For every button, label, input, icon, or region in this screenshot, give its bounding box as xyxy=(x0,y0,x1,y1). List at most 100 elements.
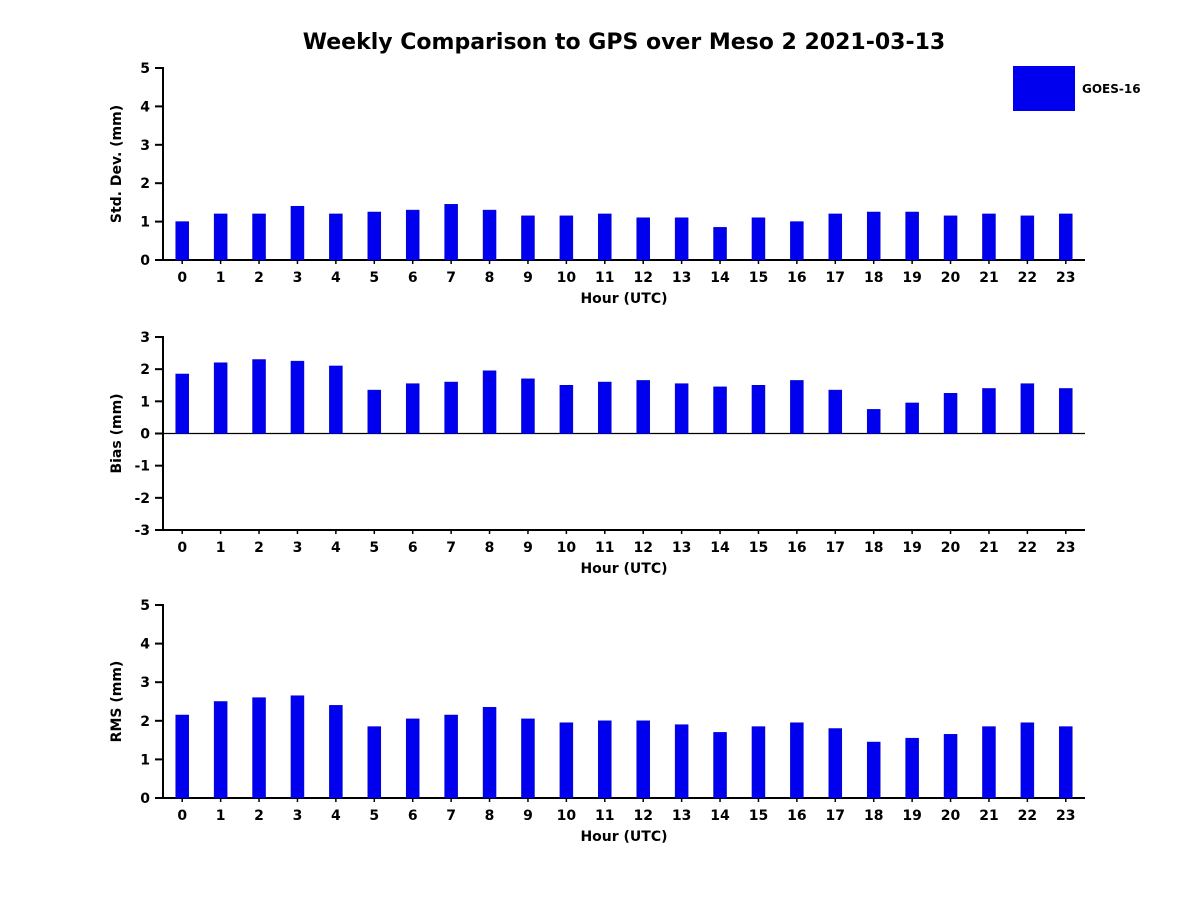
x-tick-label: 0 xyxy=(177,270,187,286)
x-tick-label: 16 xyxy=(787,540,806,556)
bar-hour-3 xyxy=(290,695,305,799)
x-tick-label: 1 xyxy=(216,270,226,286)
x-tick-label: 22 xyxy=(1018,540,1037,556)
bar-hour-2 xyxy=(252,213,266,261)
bar-hour-19 xyxy=(905,211,919,261)
legend-label: GOES-16 xyxy=(1082,81,1141,96)
bar-hour-5 xyxy=(367,389,382,434)
y-axis-label: Bias (mm) xyxy=(109,393,125,473)
x-tick-label: 0 xyxy=(177,808,187,824)
bar-hour-14 xyxy=(713,227,727,261)
bar-hour-21 xyxy=(982,213,996,261)
y-tick-label: 1 xyxy=(140,394,150,410)
bar-hour-23 xyxy=(1059,388,1073,434)
x-tick-label: 1 xyxy=(216,808,226,824)
bar-hour-10 xyxy=(559,215,574,261)
y-tick-label: 0 xyxy=(140,427,150,443)
x-tick-label: 2 xyxy=(254,270,264,286)
bar-hour-6 xyxy=(405,718,420,799)
y-tick-label: -2 xyxy=(134,491,150,507)
x-tick-label: 10 xyxy=(557,270,577,286)
bar-hour-7 xyxy=(444,204,458,261)
x-tick-label: 14 xyxy=(710,808,730,824)
bar-hour-11 xyxy=(598,213,612,261)
x-tick-label: 13 xyxy=(672,270,691,286)
x-tick-label: 19 xyxy=(902,270,921,286)
x-tick-label: 8 xyxy=(485,540,495,556)
bar-hour-7 xyxy=(444,381,458,434)
x-axis-label: Hour (UTC) xyxy=(580,561,667,577)
x-axis-label: Hour (UTC) xyxy=(580,829,667,845)
bar-hour-12 xyxy=(636,217,650,261)
y-tick-label: 5 xyxy=(140,598,150,614)
x-tick-label: 11 xyxy=(595,540,614,556)
x-tick-label: 1 xyxy=(216,540,226,556)
x-tick-label: 4 xyxy=(331,270,341,286)
bar-hour-14 xyxy=(713,386,727,434)
bar-hour-7 xyxy=(444,714,458,799)
x-tick-label: 2 xyxy=(254,540,264,556)
x-tick-label: 23 xyxy=(1056,540,1075,556)
x-tick-label: 14 xyxy=(710,540,730,556)
bar-hour-19 xyxy=(905,402,919,434)
bar-hour-4 xyxy=(329,213,343,261)
bar-hour-20 xyxy=(943,393,958,434)
x-tick-label: 17 xyxy=(826,540,845,556)
bar-hour-18 xyxy=(866,211,881,261)
y-tick-label: 4 xyxy=(140,99,150,115)
bar-hour-0 xyxy=(175,373,189,434)
legend-swatch xyxy=(1013,66,1075,111)
x-tick-label: 10 xyxy=(557,540,577,556)
bar-hour-5 xyxy=(367,211,382,261)
x-tick-label: 11 xyxy=(595,808,614,824)
y-tick-label: 3 xyxy=(140,675,150,691)
x-tick-label: 12 xyxy=(633,540,652,556)
y-tick-label: 1 xyxy=(140,752,150,768)
y-tick-label: 0 xyxy=(140,791,150,807)
bar-hour-16 xyxy=(790,722,804,799)
legend: GOES-16 xyxy=(1013,66,1141,111)
bar-hour-5 xyxy=(367,726,382,799)
x-tick-label: 9 xyxy=(523,540,533,556)
x-tick-label: 18 xyxy=(864,540,883,556)
y-tick-label: 3 xyxy=(140,330,150,346)
x-tick-label: 20 xyxy=(941,540,961,556)
bar-hour-9 xyxy=(521,378,535,434)
bar-hour-23 xyxy=(1059,213,1073,261)
bar-hour-20 xyxy=(943,215,958,261)
y-tick-label: 1 xyxy=(140,215,150,231)
bar-hour-13 xyxy=(674,724,689,799)
bar-hour-4 xyxy=(329,365,343,434)
x-tick-label: 8 xyxy=(485,808,495,824)
bar-hour-8 xyxy=(482,707,497,799)
bar-hour-18 xyxy=(866,409,881,434)
x-axis-label: Hour (UTC) xyxy=(580,291,667,307)
bar-hour-9 xyxy=(521,215,535,261)
bar-hour-3 xyxy=(290,205,305,261)
x-tick-label: 5 xyxy=(369,540,379,556)
bar-hour-13 xyxy=(674,217,689,261)
bar-hour-1 xyxy=(213,213,228,261)
x-tick-label: 22 xyxy=(1018,808,1037,824)
bar-hour-18 xyxy=(866,741,881,799)
x-tick-label: 7 xyxy=(446,808,456,824)
x-tick-label: 6 xyxy=(408,808,418,824)
x-tick-label: 14 xyxy=(710,270,730,286)
bar-hour-2 xyxy=(252,697,266,799)
x-tick-label: 6 xyxy=(408,540,418,556)
x-tick-label: 18 xyxy=(864,270,883,286)
bar-hour-17 xyxy=(828,213,843,261)
y-tick-label: 2 xyxy=(140,714,150,730)
x-tick-label: 22 xyxy=(1018,270,1037,286)
bar-hour-21 xyxy=(982,388,996,434)
bar-hour-1 xyxy=(213,362,228,434)
bar-hour-13 xyxy=(674,383,689,434)
x-tick-label: 18 xyxy=(864,808,883,824)
bar-hour-15 xyxy=(751,217,766,261)
bar-hour-8 xyxy=(482,370,497,434)
chart-title: Weekly Comparison to GPS over Meso 2 202… xyxy=(302,30,946,55)
y-tick-label: 5 xyxy=(140,61,150,77)
